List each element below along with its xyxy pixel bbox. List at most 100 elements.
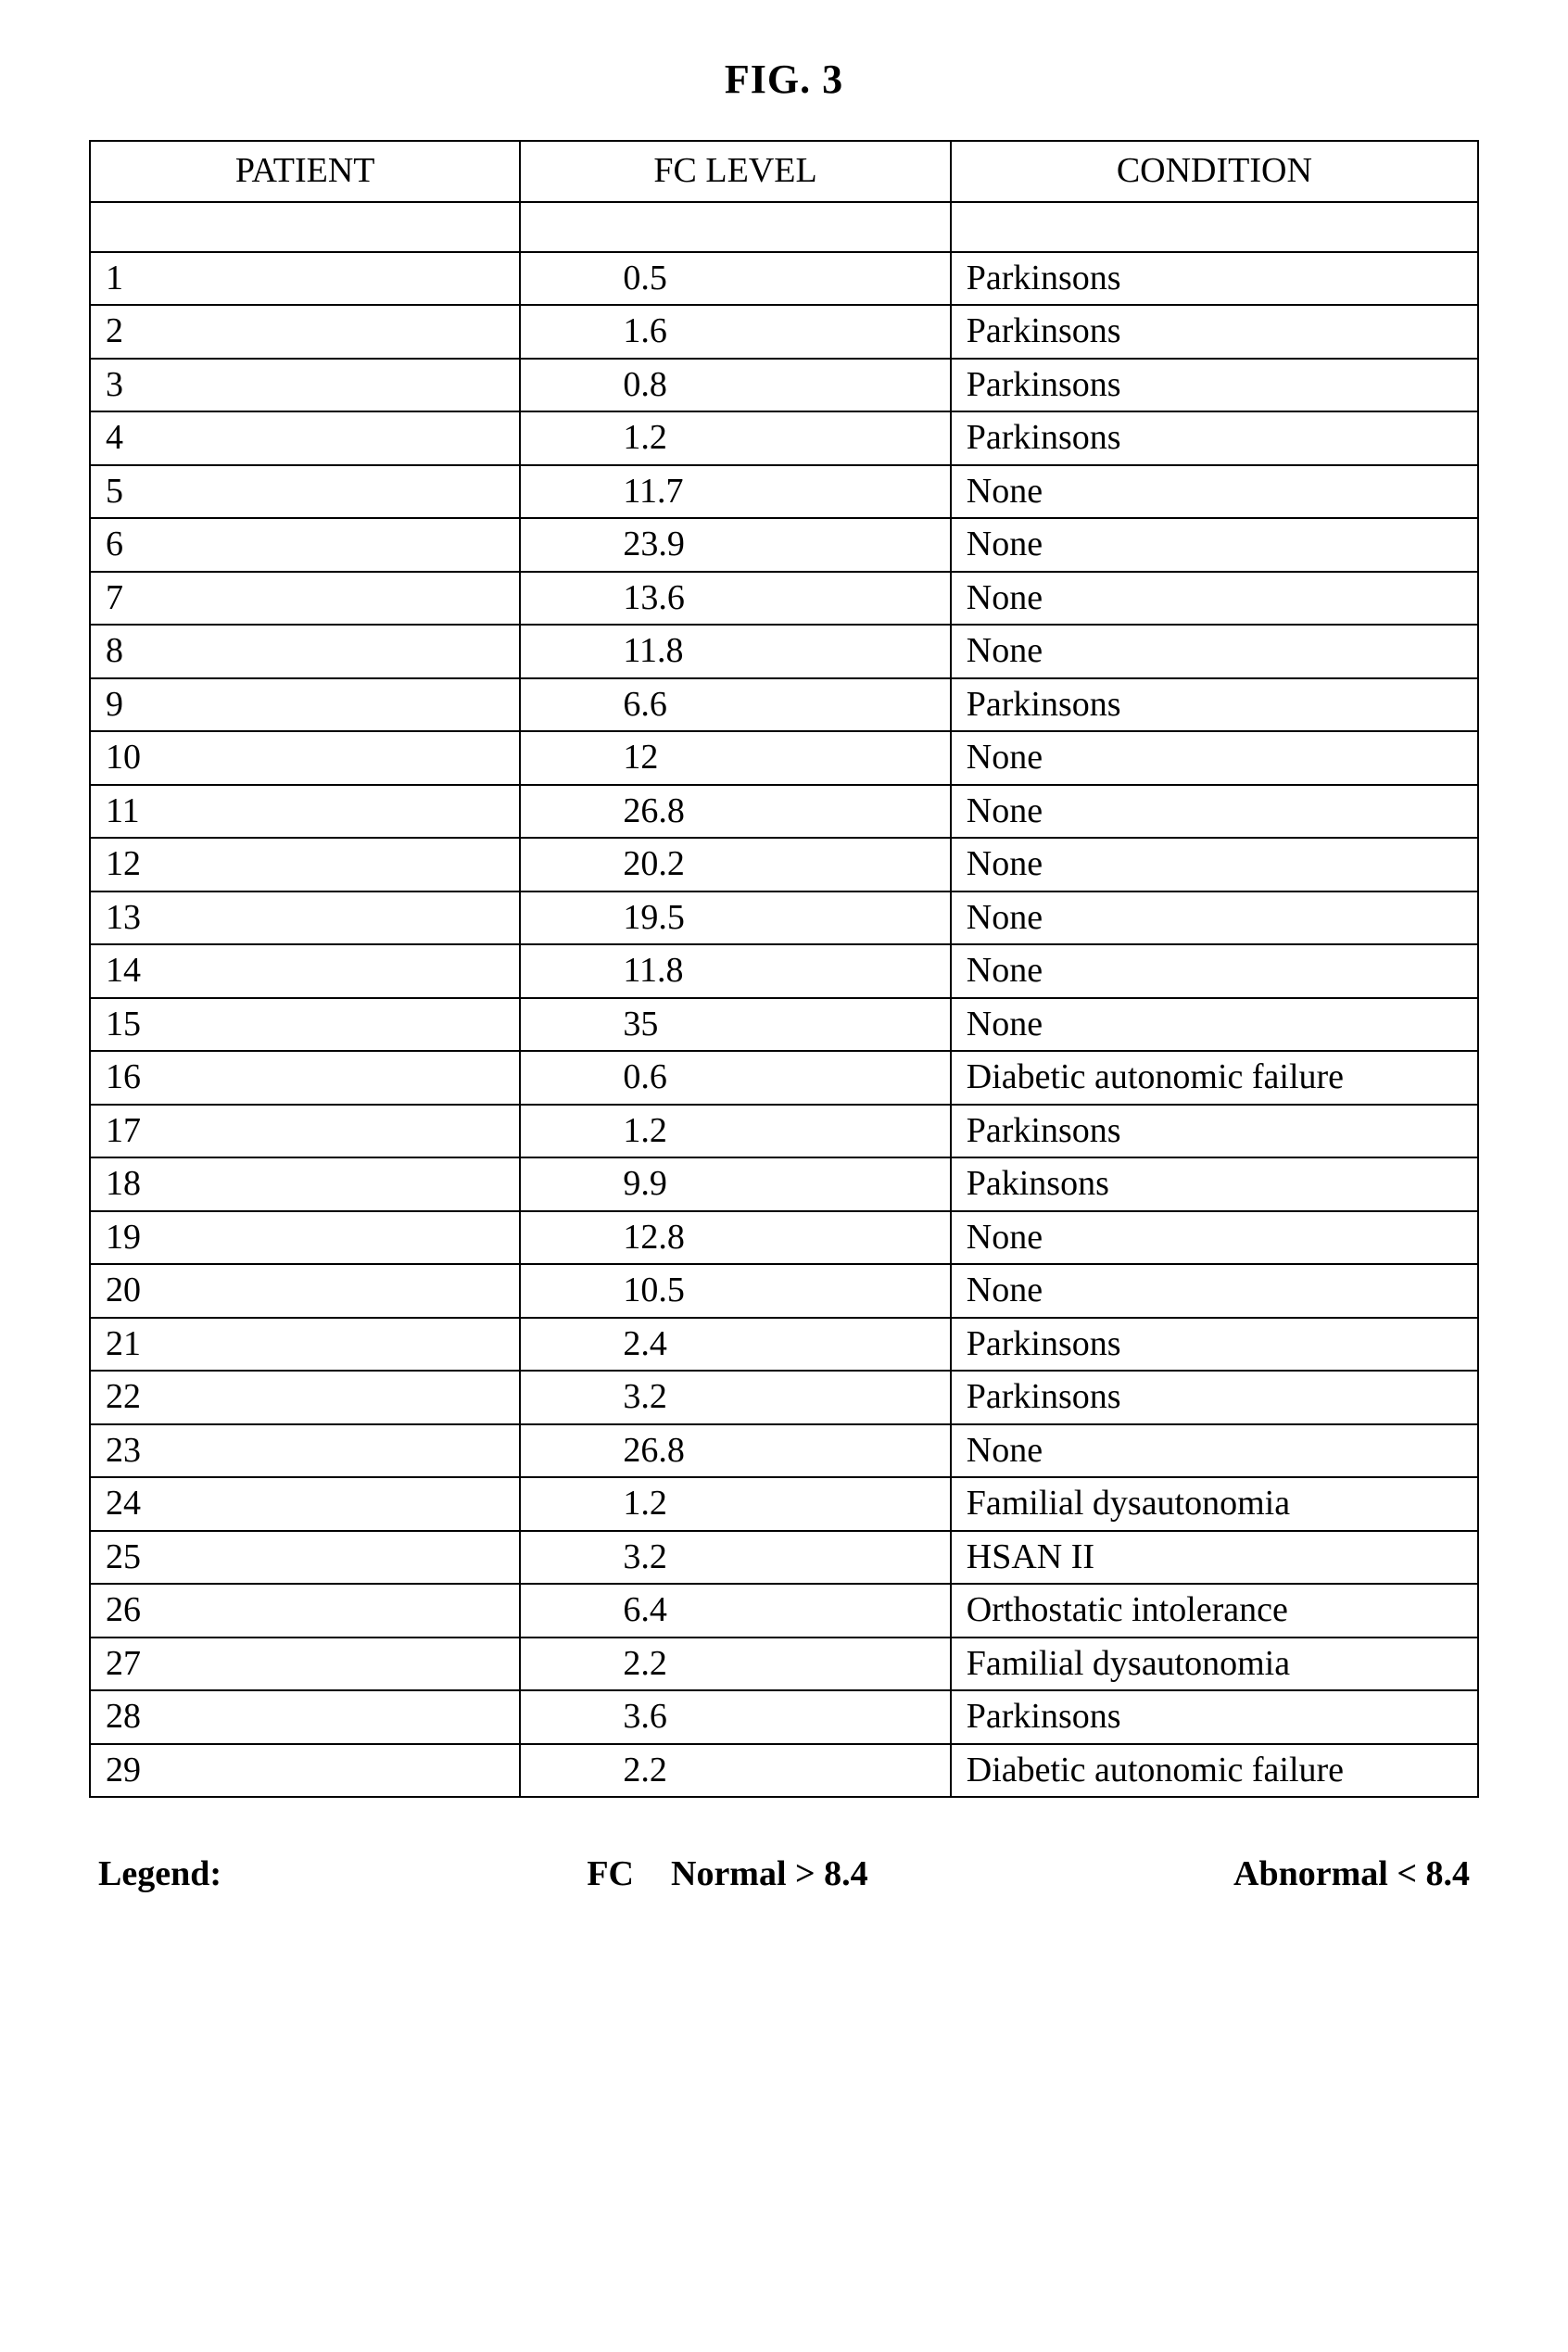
cell-fc: 6.4 bbox=[520, 1584, 950, 1638]
legend-fc: FC bbox=[587, 1853, 634, 1894]
table-row: 1535None bbox=[90, 998, 1478, 1052]
cell-fc: 10.5 bbox=[520, 1264, 950, 1318]
cell-patient: 11 bbox=[90, 785, 520, 839]
cell-condition: None bbox=[951, 1211, 1478, 1265]
table-row: 1012None bbox=[90, 731, 1478, 785]
cell-fc: 1.2 bbox=[520, 1105, 950, 1158]
cell-condition: Familial dysautonomia bbox=[951, 1477, 1478, 1531]
cell-condition: Diabetic autonomic failure bbox=[951, 1744, 1478, 1798]
table-row: 272.2Familial dysautonomia bbox=[90, 1638, 1478, 1691]
table-row: 160.6Diabetic autonomic failure bbox=[90, 1051, 1478, 1105]
cell-patient: 17 bbox=[90, 1105, 520, 1158]
cell-patient: 19 bbox=[90, 1211, 520, 1265]
cell-patient: 7 bbox=[90, 572, 520, 626]
table-row: 292.2Diabetic autonomic failure bbox=[90, 1744, 1478, 1798]
table-row: 623.9None bbox=[90, 518, 1478, 572]
cell-patient: 9 bbox=[90, 678, 520, 732]
table-row: 21.6Parkinsons bbox=[90, 305, 1478, 359]
cell-condition: None bbox=[951, 731, 1478, 785]
cell-patient: 18 bbox=[90, 1157, 520, 1211]
legend: Legend: FC Normal > 8.4 Abnormal < 8.4 bbox=[89, 1853, 1479, 1894]
cell-fc: 3.2 bbox=[520, 1531, 950, 1585]
cell-fc: 1.2 bbox=[520, 1477, 950, 1531]
table-row: 253.2HSAN II bbox=[90, 1531, 1478, 1585]
cell-patient: 13 bbox=[90, 891, 520, 945]
table-row: 223.2Parkinsons bbox=[90, 1371, 1478, 1424]
cell-condition: Parkinsons bbox=[951, 411, 1478, 465]
cell-condition: None bbox=[951, 625, 1478, 678]
cell-patient: 26 bbox=[90, 1584, 520, 1638]
cell-patient: 23 bbox=[90, 1424, 520, 1478]
cell-condition: None bbox=[951, 1424, 1478, 1478]
legend-normal: Normal > 8.4 bbox=[671, 1853, 868, 1894]
cell-condition: HSAN II bbox=[951, 1531, 1478, 1585]
table-row: 10.5Parkinsons bbox=[90, 252, 1478, 306]
data-table: PATIENT FC LEVEL CONDITION 10.5Parkinson… bbox=[89, 140, 1479, 1798]
table-row: 189.9Pakinsons bbox=[90, 1157, 1478, 1211]
cell-condition: Parkinsons bbox=[951, 252, 1478, 306]
cell-fc: 35 bbox=[520, 998, 950, 1052]
cell-condition: None bbox=[951, 838, 1478, 891]
table-header-row: PATIENT FC LEVEL CONDITION bbox=[90, 141, 1478, 202]
cell-fc: 11.7 bbox=[520, 465, 950, 519]
col-header-patient: PATIENT bbox=[90, 141, 520, 202]
cell-fc: 2.4 bbox=[520, 1318, 950, 1372]
cell-condition: None bbox=[951, 572, 1478, 626]
cell-fc: 0.6 bbox=[520, 1051, 950, 1105]
cell-condition: Familial dysautonomia bbox=[951, 1638, 1478, 1691]
figure-title: FIG. 3 bbox=[89, 56, 1479, 103]
cell-patient: 25 bbox=[90, 1531, 520, 1585]
cell-patient: 6 bbox=[90, 518, 520, 572]
cell-fc: 19.5 bbox=[520, 891, 950, 945]
cell-condition: Diabetic autonomic failure bbox=[951, 1051, 1478, 1105]
cell-condition: Parkinsons bbox=[951, 1690, 1478, 1744]
cell-fc: 23.9 bbox=[520, 518, 950, 572]
cell-condition: None bbox=[951, 944, 1478, 998]
cell-patient: 20 bbox=[90, 1264, 520, 1318]
cell-patient: 21 bbox=[90, 1318, 520, 1372]
col-header-condition: CONDITION bbox=[951, 141, 1478, 202]
table-row: 241.2Familial dysautonomia bbox=[90, 1477, 1478, 1531]
cell-patient: 16 bbox=[90, 1051, 520, 1105]
table-row: 283.6Parkinsons bbox=[90, 1690, 1478, 1744]
table-row: 1411.8None bbox=[90, 944, 1478, 998]
cell-patient: 10 bbox=[90, 731, 520, 785]
table-row: 713.6None bbox=[90, 572, 1478, 626]
cell-condition: None bbox=[951, 518, 1478, 572]
cell-fc: 11.8 bbox=[520, 944, 950, 998]
cell-condition: Orthostatic intolerance bbox=[951, 1584, 1478, 1638]
cell-condition: None bbox=[951, 998, 1478, 1052]
cell-fc: 3.2 bbox=[520, 1371, 950, 1424]
legend-label: Legend: bbox=[98, 1853, 221, 1894]
table-row: 1126.8None bbox=[90, 785, 1478, 839]
cell-fc: 1.6 bbox=[520, 305, 950, 359]
cell-condition: Pakinsons bbox=[951, 1157, 1478, 1211]
cell-fc: 0.5 bbox=[520, 252, 950, 306]
cell-fc: 6.6 bbox=[520, 678, 950, 732]
cell-fc: 13.6 bbox=[520, 572, 950, 626]
cell-fc: 20.2 bbox=[520, 838, 950, 891]
cell-condition: None bbox=[951, 1264, 1478, 1318]
cell-fc: 3.6 bbox=[520, 1690, 950, 1744]
table-row: 811.8None bbox=[90, 625, 1478, 678]
cell-patient: 22 bbox=[90, 1371, 520, 1424]
table-row: 41.2Parkinsons bbox=[90, 411, 1478, 465]
cell-fc: 9.9 bbox=[520, 1157, 950, 1211]
cell-patient: 29 bbox=[90, 1744, 520, 1798]
col-header-fc: FC LEVEL bbox=[520, 141, 950, 202]
cell-fc: 2.2 bbox=[520, 1638, 950, 1691]
cell-patient: 8 bbox=[90, 625, 520, 678]
cell-condition: None bbox=[951, 465, 1478, 519]
cell-patient: 28 bbox=[90, 1690, 520, 1744]
cell-fc: 12.8 bbox=[520, 1211, 950, 1265]
cell-fc: 1.2 bbox=[520, 411, 950, 465]
cell-condition: Parkinsons bbox=[951, 305, 1478, 359]
cell-patient: 3 bbox=[90, 359, 520, 412]
table-row: 2326.8None bbox=[90, 1424, 1478, 1478]
cell-patient: 24 bbox=[90, 1477, 520, 1531]
table-row: 30.8Parkinsons bbox=[90, 359, 1478, 412]
table-row: 266.4Orthostatic intolerance bbox=[90, 1584, 1478, 1638]
cell-patient: 1 bbox=[90, 252, 520, 306]
cell-condition: Parkinsons bbox=[951, 678, 1478, 732]
cell-patient: 4 bbox=[90, 411, 520, 465]
